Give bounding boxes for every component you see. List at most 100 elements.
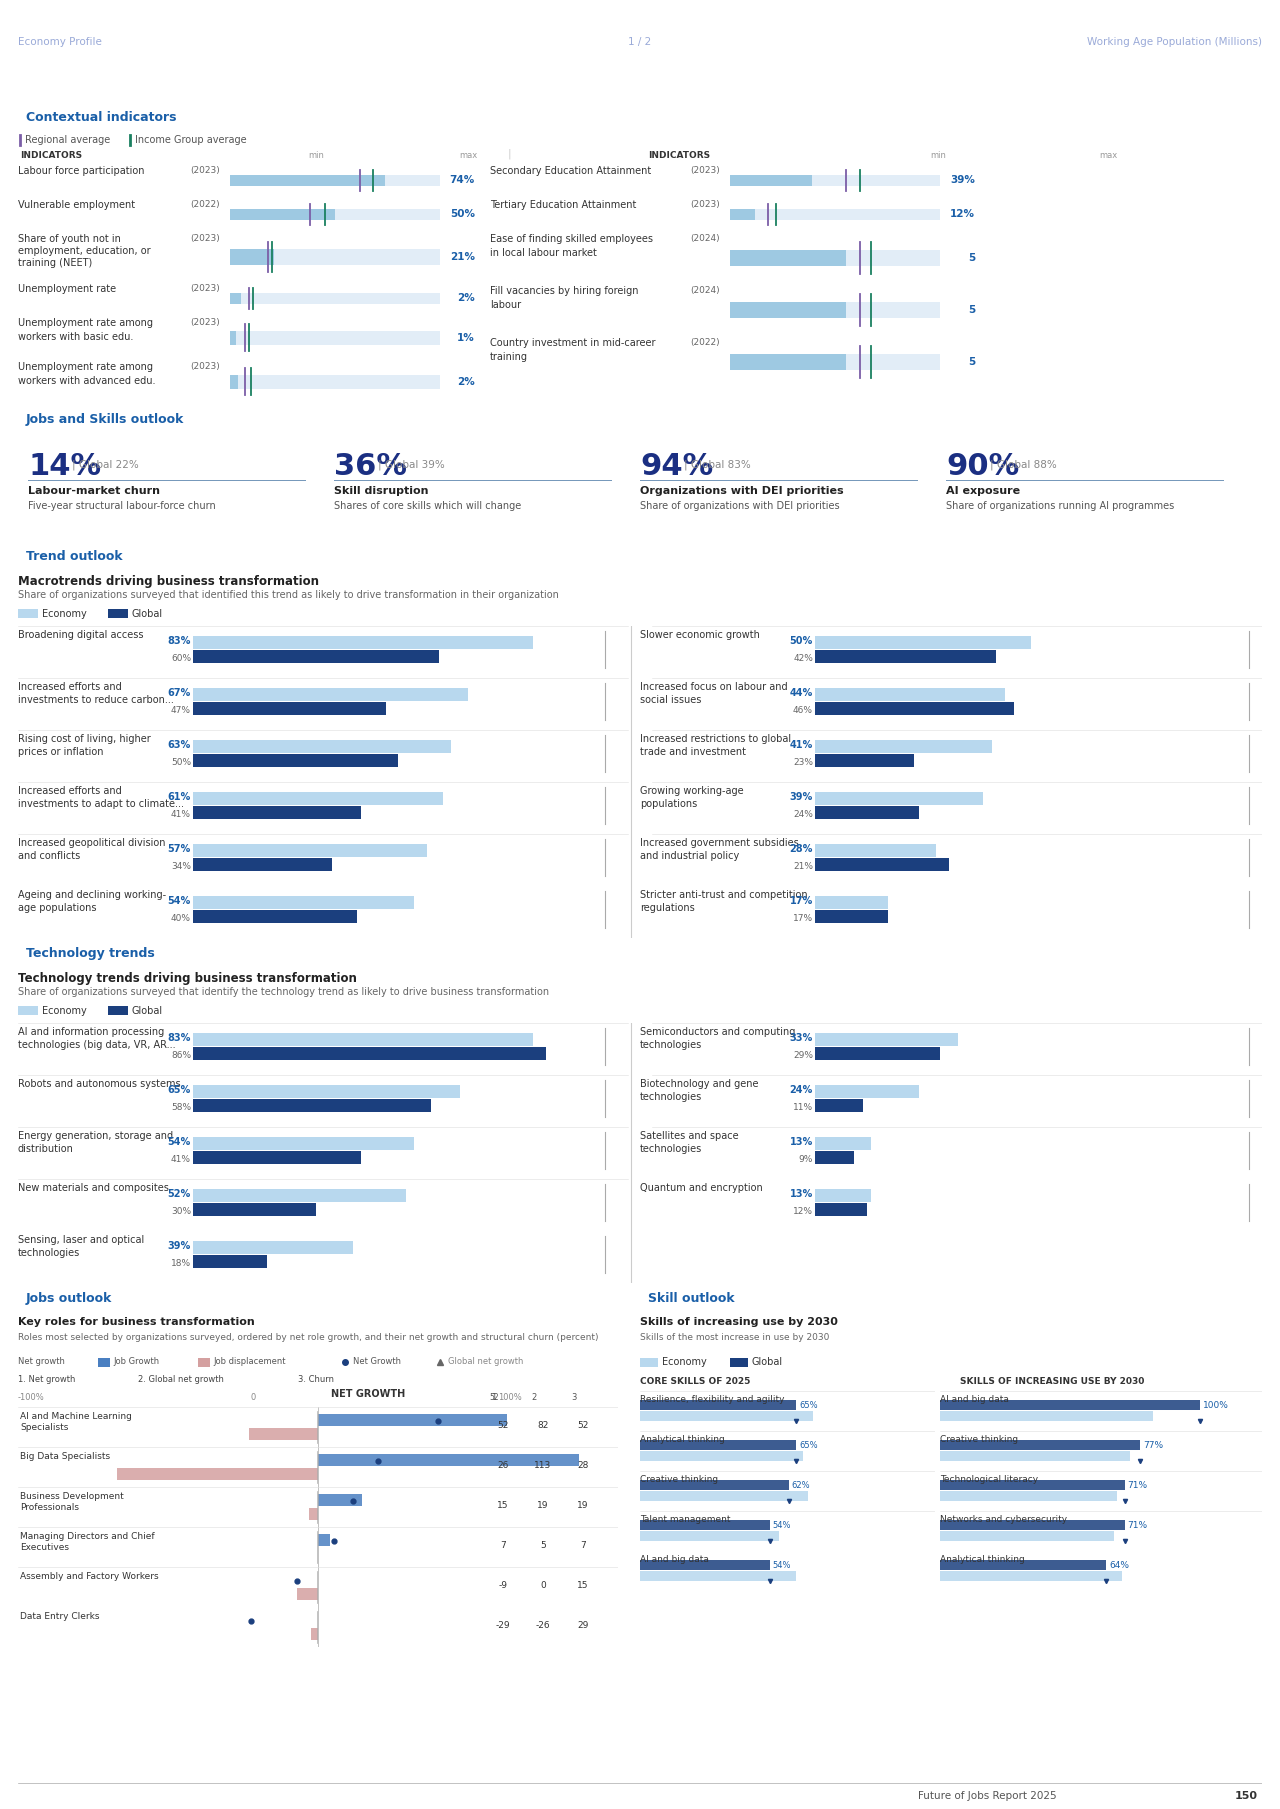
Bar bbox=[108, 1006, 128, 1015]
Text: 46%: 46% bbox=[794, 707, 813, 715]
Text: Ageing and declining working-: Ageing and declining working- bbox=[18, 890, 166, 901]
Text: Unemployment rate among: Unemployment rate among bbox=[18, 318, 154, 327]
Text: 113: 113 bbox=[534, 1460, 552, 1469]
Bar bbox=[193, 1152, 361, 1165]
Bar bbox=[640, 1440, 796, 1451]
Text: 12%: 12% bbox=[950, 210, 975, 219]
Text: investments to adapt to climate...: investments to adapt to climate... bbox=[18, 800, 184, 809]
Text: and industrial policy: and industrial policy bbox=[640, 850, 740, 861]
Text: 67%: 67% bbox=[168, 687, 191, 698]
Bar bbox=[193, 1241, 353, 1254]
Text: 28%: 28% bbox=[790, 843, 813, 854]
Text: and conflicts: and conflicts bbox=[18, 850, 81, 861]
Text: 57%: 57% bbox=[168, 843, 191, 854]
Text: (2023): (2023) bbox=[690, 201, 719, 210]
Text: populations: populations bbox=[640, 800, 698, 809]
Text: Job Growth: Job Growth bbox=[113, 1357, 159, 1366]
Text: prices or inflation: prices or inflation bbox=[18, 747, 104, 756]
Text: Economy: Economy bbox=[42, 1006, 87, 1017]
Text: Ease of finding skilled employees: Ease of finding skilled employees bbox=[490, 233, 653, 244]
Text: 1: 1 bbox=[492, 1393, 497, 1402]
Text: 42%: 42% bbox=[794, 655, 813, 664]
Text: (2022): (2022) bbox=[189, 201, 220, 210]
Text: Business Development: Business Development bbox=[20, 1492, 124, 1501]
Text: Economy: Economy bbox=[662, 1357, 707, 1368]
Text: Semiconductors and computing: Semiconductors and computing bbox=[640, 1028, 795, 1037]
Text: Increased geopolitical division: Increased geopolitical division bbox=[18, 838, 165, 848]
Bar bbox=[193, 1085, 460, 1098]
Text: (2022): (2022) bbox=[690, 338, 719, 347]
Bar bbox=[230, 293, 440, 304]
Bar bbox=[940, 1451, 1130, 1460]
Bar bbox=[193, 740, 452, 753]
Text: Net growth: Net growth bbox=[18, 1357, 65, 1366]
Text: Global: Global bbox=[753, 1357, 783, 1368]
Text: Global net growth: Global net growth bbox=[448, 1357, 524, 1366]
Bar bbox=[640, 1570, 796, 1581]
Text: Macrotrends driving business transformation: Macrotrends driving business transformat… bbox=[18, 575, 319, 588]
Text: Working Age Population (Millions): Working Age Population (Millions) bbox=[1087, 36, 1262, 47]
Bar bbox=[118, 1467, 317, 1480]
Bar bbox=[730, 355, 940, 371]
Bar bbox=[230, 374, 238, 389]
Bar bbox=[730, 208, 755, 221]
Text: Indonesia: Indonesia bbox=[18, 51, 216, 85]
Bar bbox=[815, 1152, 854, 1165]
Text: 29: 29 bbox=[577, 1621, 589, 1630]
Text: 100%: 100% bbox=[1203, 1400, 1229, 1409]
Text: 71%: 71% bbox=[1128, 1482, 1148, 1489]
Text: regulations: regulations bbox=[640, 903, 695, 914]
Text: Sensing, laser and optical: Sensing, laser and optical bbox=[18, 1236, 145, 1245]
Bar bbox=[230, 250, 440, 264]
Text: Skill disruption: Skill disruption bbox=[334, 487, 429, 496]
Text: 83%: 83% bbox=[168, 635, 191, 646]
Bar bbox=[230, 250, 274, 264]
Text: Rising cost of living, higher: Rising cost of living, higher bbox=[18, 734, 151, 743]
Text: 65%: 65% bbox=[799, 1440, 818, 1449]
Bar bbox=[640, 1520, 769, 1530]
Text: (2024): (2024) bbox=[690, 286, 719, 295]
Text: Trend outlook: Trend outlook bbox=[26, 550, 123, 563]
Text: 94%: 94% bbox=[640, 452, 713, 481]
Text: Contextual indicators: Contextual indicators bbox=[26, 110, 177, 125]
Text: Slower economic growth: Slower economic growth bbox=[640, 630, 760, 640]
Text: Executives: Executives bbox=[20, 1543, 69, 1552]
Text: age populations: age populations bbox=[18, 903, 96, 914]
Bar bbox=[640, 1411, 813, 1420]
Bar bbox=[640, 1451, 804, 1460]
Text: Labour force participation: Labour force participation bbox=[18, 166, 145, 175]
Text: NET GROWTH: NET GROWTH bbox=[330, 1389, 406, 1398]
Text: 167.6: 167.6 bbox=[1148, 51, 1262, 85]
Text: 65%: 65% bbox=[168, 1085, 191, 1094]
Text: 64%: 64% bbox=[1110, 1561, 1129, 1570]
Text: 36%: 36% bbox=[334, 452, 407, 481]
Text: 9%: 9% bbox=[799, 1156, 813, 1165]
Bar bbox=[815, 1189, 872, 1203]
Text: 26: 26 bbox=[498, 1460, 508, 1469]
Text: Professionals: Professionals bbox=[20, 1503, 79, 1512]
Text: training (NEET): training (NEET) bbox=[18, 259, 92, 268]
Bar bbox=[230, 331, 440, 346]
Bar bbox=[193, 897, 415, 910]
Text: 52%: 52% bbox=[168, 1189, 191, 1199]
Text: | Global 22%: | Global 22% bbox=[72, 459, 138, 470]
Bar bbox=[940, 1559, 1106, 1570]
Text: workers with advanced edu.: workers with advanced edu. bbox=[18, 376, 155, 385]
Text: (2023): (2023) bbox=[189, 284, 220, 293]
Bar bbox=[640, 1530, 780, 1541]
Text: Technology trends driving business transformation: Technology trends driving business trans… bbox=[18, 971, 357, 984]
Text: 65%: 65% bbox=[799, 1400, 818, 1409]
Text: Growing working-age: Growing working-age bbox=[640, 785, 744, 796]
Text: Specialists: Specialists bbox=[20, 1424, 68, 1433]
Bar bbox=[193, 1189, 406, 1203]
Text: 86%: 86% bbox=[170, 1051, 191, 1060]
Text: 54%: 54% bbox=[773, 1561, 791, 1570]
Text: 30%: 30% bbox=[170, 1207, 191, 1216]
Text: 29%: 29% bbox=[794, 1051, 813, 1060]
Text: Global: Global bbox=[132, 1006, 163, 1017]
Bar bbox=[193, 1100, 431, 1113]
Text: Share of organizations surveyed that identified this trend as likely to drive tr: Share of organizations surveyed that ide… bbox=[18, 590, 559, 601]
Text: | Global 88%: | Global 88% bbox=[989, 459, 1057, 470]
Text: INDICATORS: INDICATORS bbox=[648, 150, 710, 159]
Text: AI and Machine Learning: AI and Machine Learning bbox=[20, 1413, 132, 1422]
